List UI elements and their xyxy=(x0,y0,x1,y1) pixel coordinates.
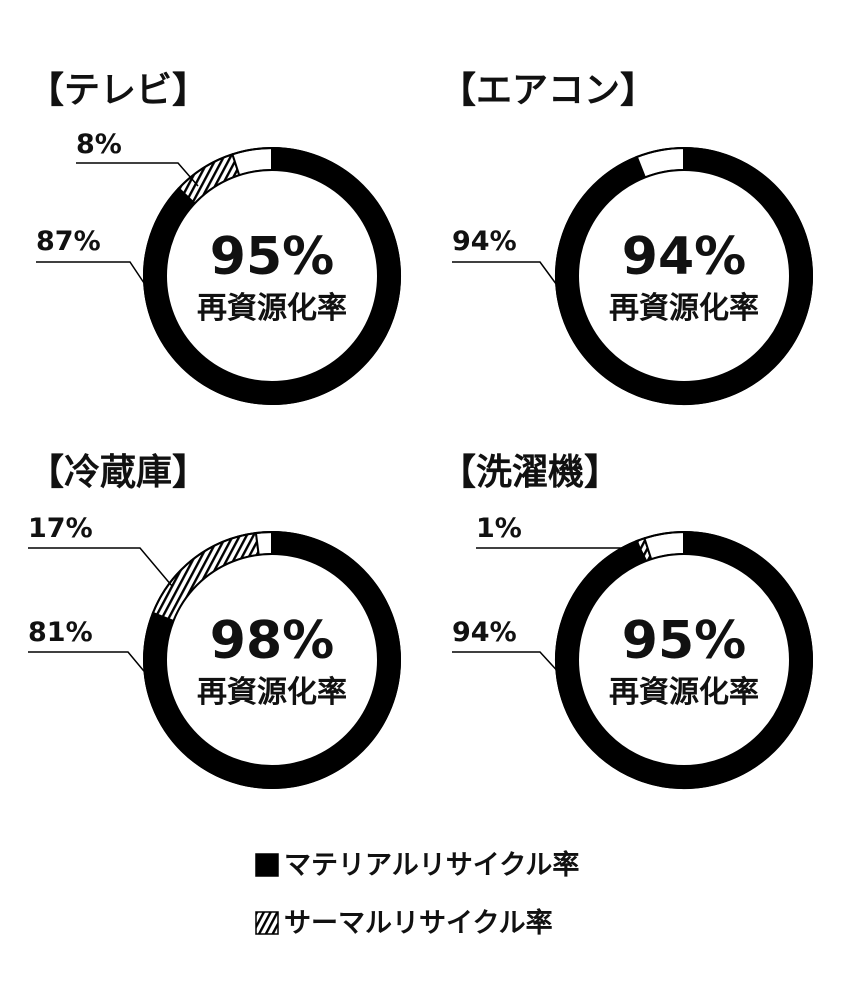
slice-label: 94% xyxy=(452,226,517,257)
center-label: 再資源化率 xyxy=(197,675,347,710)
slice-label: 1% xyxy=(476,513,522,544)
leader-line xyxy=(452,651,563,677)
donut-chart-2: 【エアコン】 94% 再資源化率 94% xyxy=(440,70,813,405)
legend-entry-2: サーマルリサイクル率 xyxy=(255,907,553,939)
leader-line xyxy=(36,261,151,293)
other-slice xyxy=(254,530,273,556)
legend-swatch xyxy=(255,911,279,935)
slice-label: 8% xyxy=(76,129,122,160)
center-value: 94% xyxy=(622,227,746,287)
donut-chart-4: 【洗濯機】 95% 再資源化率 94% 1% xyxy=(440,452,813,789)
donut-chart-3: 【冷蔵庫】 98% 再資源化率 81% 17% xyxy=(28,452,401,789)
chart-title: 【エアコン】 xyxy=(440,70,656,111)
donut-hole xyxy=(165,169,379,383)
center-label: 再資源化率 xyxy=(609,291,759,326)
center-label: 再資源化率 xyxy=(609,675,759,710)
donut-outline xyxy=(555,531,813,789)
donut-hole xyxy=(577,169,791,383)
leader-line xyxy=(76,162,199,187)
slice-label: 87% xyxy=(36,226,101,257)
leader-line xyxy=(452,261,563,293)
leader-line xyxy=(28,547,173,587)
leader-line xyxy=(28,651,149,677)
slice-label: 81% xyxy=(28,617,93,648)
legend-label: マテリアルリサイクル率 xyxy=(284,849,579,881)
chart-title: 【洗濯機】 xyxy=(440,452,620,493)
legend-swatch xyxy=(255,853,279,877)
chart-title: 【テレビ】 xyxy=(28,70,208,111)
slice-label: 17% xyxy=(28,513,93,544)
donut-outline xyxy=(555,147,813,405)
legend-entry-1: マテリアルリサイクル率 xyxy=(255,849,579,881)
center-value: 95% xyxy=(210,227,334,287)
donut-chart-1: 【テレビ】 95% 再資源化率 87% 8% xyxy=(28,70,401,405)
slice-label: 94% xyxy=(452,617,517,648)
donut-hole xyxy=(577,553,791,767)
center-label: 再資源化率 xyxy=(197,291,347,326)
center-value: 98% xyxy=(210,611,334,671)
chart-title: 【冷蔵庫】 xyxy=(28,452,208,493)
legend-label: サーマルリサイクル率 xyxy=(284,907,553,939)
charts-layer: 【テレビ】 95% 再資源化率 87% 8% 【エアコン】 94% 再資源化率 94% 【冷蔵庫】… xyxy=(28,70,813,789)
donut-outline xyxy=(143,531,401,789)
donut-hole xyxy=(165,553,379,767)
center-value: 95% xyxy=(622,611,746,671)
leader-line xyxy=(476,547,647,561)
donut-outline xyxy=(143,147,401,405)
